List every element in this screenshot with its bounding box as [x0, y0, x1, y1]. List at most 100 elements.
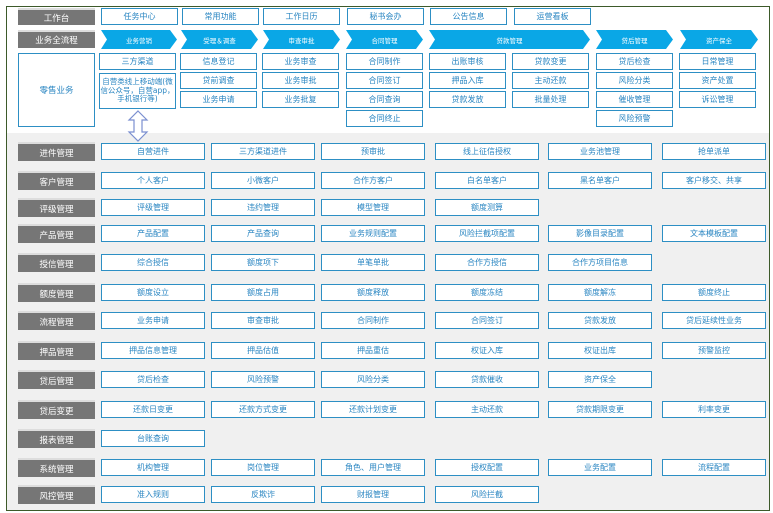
workbench-item[interactable]: 工作日历 [263, 8, 340, 25]
workbench-item[interactable]: 秘书会办 [347, 8, 424, 25]
module-item[interactable]: 文本模板配置 [662, 225, 766, 242]
module-item[interactable]: 风险拦截项配置 [435, 225, 539, 242]
retail-item[interactable]: 出账审核 [429, 53, 506, 70]
module-item[interactable]: 合同签订 [435, 312, 539, 329]
retail-item[interactable]: 贷后检查 [596, 53, 673, 70]
workbench-item[interactable]: 常用功能 [182, 8, 259, 25]
module-item[interactable]: 白名单客户 [435, 172, 539, 189]
workbench-item[interactable]: 公告信息 [430, 8, 507, 25]
process-stage[interactable]: 资产保全 [680, 30, 758, 49]
module-item[interactable]: 贷款发放 [548, 312, 652, 329]
process-stage[interactable]: 业务营销 [101, 30, 177, 49]
process-stage[interactable]: 审查审批 [263, 30, 340, 49]
module-item[interactable]: 额度解冻 [548, 284, 652, 301]
module-item[interactable]: 风险预警 [211, 371, 315, 388]
module-item[interactable]: 业务配置 [548, 459, 652, 476]
module-item[interactable]: 额度释放 [321, 284, 425, 301]
retail-item[interactable]: 诉讼管理 [679, 91, 756, 108]
module-item[interactable]: 机构管理 [101, 459, 205, 476]
module-item[interactable]: 权证入库 [435, 342, 539, 359]
module-item[interactable]: 准入规则 [101, 486, 205, 503]
module-item[interactable]: 个人客户 [101, 172, 205, 189]
module-item[interactable]: 评级管理 [101, 199, 205, 216]
module-item[interactable]: 贷后检查 [101, 371, 205, 388]
retail-item[interactable]: 信息登记 [180, 53, 257, 70]
retail-item[interactable]: 合同查询 [346, 91, 423, 108]
module-item[interactable]: 业务申请 [101, 312, 205, 329]
module-item[interactable]: 产品配置 [101, 225, 205, 242]
module-item[interactable]: 业务规则配置 [321, 225, 425, 242]
module-item[interactable]: 贷款催收 [435, 371, 539, 388]
module-item[interactable]: 还款计划变更 [321, 401, 425, 418]
retail-item[interactable]: 风险分类 [596, 72, 673, 89]
module-item[interactable]: 还款方式变更 [211, 401, 315, 418]
module-item[interactable]: 合作方授信 [435, 254, 539, 271]
module-item[interactable]: 利率变更 [662, 401, 766, 418]
module-item[interactable]: 岗位管理 [211, 459, 315, 476]
module-item[interactable]: 风险分类 [321, 371, 425, 388]
retail-item[interactable]: 贷款变更 [512, 53, 589, 70]
module-item[interactable]: 授权配置 [435, 459, 539, 476]
retail-item[interactable]: 三方渠道 [99, 53, 176, 70]
retail-item[interactable]: 自营类线上移动端(微信公众号，自营app，手机银行等) [99, 73, 176, 109]
module-item[interactable]: 额度冻结 [435, 284, 539, 301]
retail-item[interactable]: 押品入库 [429, 72, 506, 89]
retail-item[interactable]: 资产处置 [679, 72, 756, 89]
retail-item[interactable]: 风险预警 [596, 110, 673, 127]
retail-item[interactable]: 批量处理 [512, 91, 589, 108]
retail-item[interactable]: 贷前调查 [180, 72, 257, 89]
module-item[interactable]: 产品查询 [211, 225, 315, 242]
module-item[interactable]: 贷款期限变更 [548, 401, 652, 418]
retail-item[interactable]: 合同制作 [346, 53, 423, 70]
module-item[interactable]: 黑名单客户 [548, 172, 652, 189]
module-item[interactable]: 押品重估 [321, 342, 425, 359]
process-stage[interactable]: 贷款管理 [429, 30, 590, 49]
module-item[interactable]: 线上征信授权 [435, 143, 539, 160]
module-item[interactable]: 额度终止 [662, 284, 766, 301]
process-stage[interactable]: 合同管理 [346, 30, 423, 49]
module-item[interactable]: 主动还款 [435, 401, 539, 418]
retail-item[interactable]: 业务审查 [262, 53, 339, 70]
module-item[interactable]: 额度项下 [211, 254, 315, 271]
module-item[interactable]: 额度设立 [101, 284, 205, 301]
module-item[interactable]: 押品估值 [211, 342, 315, 359]
process-stage[interactable]: 受理＆调查 [181, 30, 258, 49]
module-item[interactable]: 单笔单批 [321, 254, 425, 271]
workbench-item[interactable]: 任务中心 [101, 8, 178, 25]
module-item[interactable]: 额度占用 [211, 284, 315, 301]
module-item[interactable]: 合同制作 [321, 312, 425, 329]
module-item[interactable]: 小微客户 [211, 172, 315, 189]
retail-item[interactable]: 合同终止 [346, 110, 423, 127]
retail-item[interactable]: 主动还款 [512, 72, 589, 89]
module-item[interactable]: 额度测算 [435, 199, 539, 216]
retail-item[interactable]: 催收管理 [596, 91, 673, 108]
retail-item[interactable]: 合同签订 [346, 72, 423, 89]
module-item[interactable]: 权证出库 [548, 342, 652, 359]
module-item[interactable]: 反欺诈 [211, 486, 315, 503]
module-item[interactable]: 业务池管理 [548, 143, 652, 160]
module-item[interactable]: 模型管理 [321, 199, 425, 216]
module-item[interactable]: 财报管理 [321, 486, 425, 503]
process-stage[interactable]: 贷后管理 [596, 30, 673, 49]
module-item[interactable]: 审查审批 [211, 312, 315, 329]
module-item[interactable]: 资产保全 [548, 371, 652, 388]
module-item[interactable]: 抢单派单 [662, 143, 766, 160]
retail-item[interactable]: 业务批复 [262, 91, 339, 108]
module-item[interactable]: 押品信息管理 [101, 342, 205, 359]
retail-item[interactable]: 日常管理 [679, 53, 756, 70]
module-item[interactable]: 违约管理 [211, 199, 315, 216]
module-item[interactable]: 角色、用户管理 [321, 459, 425, 476]
retail-item[interactable]: 贷款发放 [429, 91, 506, 108]
module-item[interactable]: 预审批 [321, 143, 425, 160]
module-item[interactable]: 预警监控 [662, 342, 766, 359]
module-item[interactable]: 流程配置 [662, 459, 766, 476]
module-item[interactable]: 综合授信 [101, 254, 205, 271]
retail-item[interactable]: 业务审批 [262, 72, 339, 89]
module-item[interactable]: 三方渠道进件 [211, 143, 315, 160]
module-item[interactable]: 客户移交、共享 [662, 172, 766, 189]
module-item[interactable]: 自营进件 [101, 143, 205, 160]
module-item[interactable]: 风险拦截 [435, 486, 539, 503]
module-item[interactable]: 合作方客户 [321, 172, 425, 189]
module-item[interactable]: 贷后延续性业务 [662, 312, 766, 329]
module-item[interactable]: 影像目录配置 [548, 225, 652, 242]
